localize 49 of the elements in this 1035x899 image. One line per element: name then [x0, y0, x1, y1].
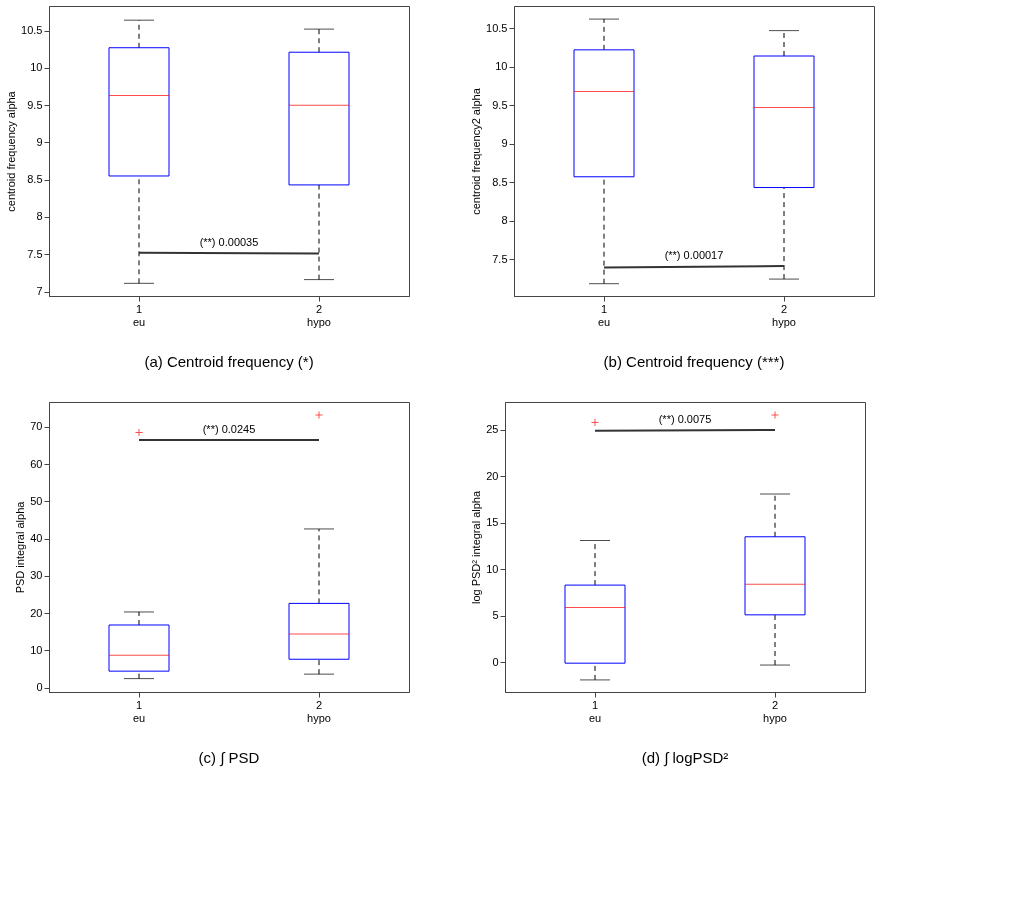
y-tick-label: 15	[486, 516, 499, 529]
y-tick-label: 70	[30, 420, 43, 433]
y-tick-label: 8	[36, 210, 43, 223]
y-tick-label: 7.5	[492, 252, 508, 265]
x-tick-label: 1 eu	[597, 302, 611, 328]
y-tick-label: 8.5	[27, 173, 43, 186]
y-tick-label: 0	[492, 655, 499, 668]
y-axis-title: PSD integral alpha	[14, 500, 27, 594]
y-tick-label: 30	[30, 569, 43, 582]
text: (d) ∫ logPSD²	[641, 749, 729, 767]
x-tick-label: 2 hypo	[772, 302, 796, 328]
y-axis-title: centroid frequency alpha	[5, 90, 18, 212]
y-tick-label: 8.5	[492, 175, 508, 188]
y-tick-label: 9.5	[492, 98, 508, 111]
y-tick-label: 40	[30, 532, 43, 545]
y-tick-label: 50	[30, 494, 43, 507]
text: (c) ∫ PSD	[198, 749, 260, 767]
x-tick-label: 1 eu	[132, 698, 146, 724]
y-tick-label: 10.5	[486, 21, 508, 34]
y-tick-label: 5	[492, 609, 499, 622]
y-tick-label: 10	[30, 61, 43, 74]
annotation: (**) 0.00017	[664, 249, 724, 261]
annotation: (**) 0.00035	[199, 235, 259, 248]
y-tick-label: 9	[501, 137, 508, 150]
x-tick-label: 2 hypo	[307, 698, 331, 724]
y-tick-label: 60	[30, 457, 43, 470]
text: (b) Centroid frequency (***)	[603, 353, 785, 370]
text: (a) Centroid frequency (*)	[144, 353, 314, 370]
y-axis-title: log PSD² integral alpha	[470, 490, 483, 605]
y-tick-label: 8	[501, 214, 508, 227]
x-tick-label: 2 hypo	[307, 302, 331, 328]
y-tick-label: 25	[486, 423, 499, 436]
y-tick-label: 20	[30, 606, 43, 619]
annotation: (**) 0.0075	[658, 412, 712, 425]
y-tick-label: 10	[486, 562, 499, 575]
y-tick-label: 7.5	[27, 247, 43, 260]
y-tick-label: 10	[495, 60, 508, 73]
y-tick-label: 10.5	[21, 24, 43, 37]
x-tick-label: 2 hypo	[763, 698, 787, 724]
x-tick-label: 1 eu	[588, 698, 602, 724]
y-tick-label: 7	[36, 285, 43, 298]
x-tick-label: 1 eu	[132, 302, 146, 328]
annotation: (**) 0.0245	[202, 422, 256, 435]
y-tick-label: 9	[36, 135, 43, 148]
y-axis-title: centroid frequency2 alpha	[470, 87, 483, 215]
y-tick-label: 20	[486, 469, 499, 482]
y-tick-label: 0	[36, 681, 43, 694]
y-tick-label: 9.5	[27, 98, 43, 111]
y-tick-label: 10	[30, 643, 43, 656]
